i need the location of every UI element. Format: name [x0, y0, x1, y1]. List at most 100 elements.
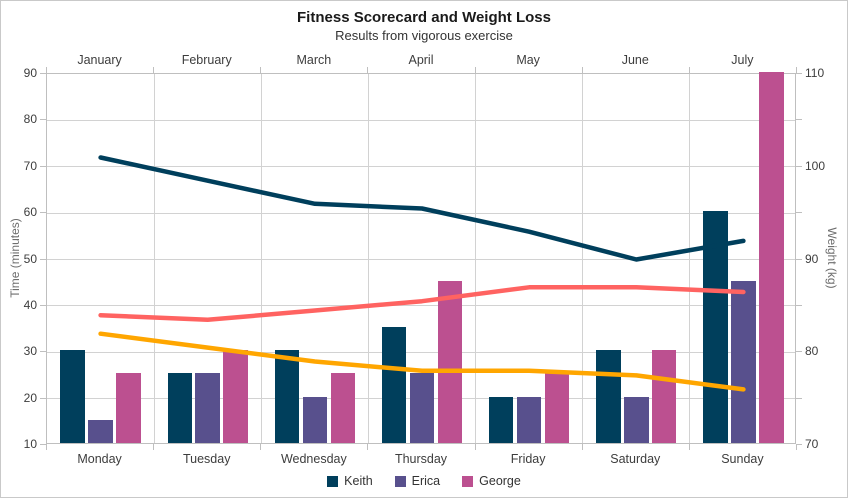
bar-erica-wednesday[interactable] [302, 396, 328, 443]
bar-erica-saturday[interactable] [624, 396, 649, 443]
top-axis-tick [796, 67, 797, 73]
bottom-axis-tick [46, 444, 47, 450]
gridline-vertical [689, 74, 691, 443]
right-axis-tick-label: 100 [805, 158, 826, 173]
bar-keith-tuesday[interactable] [167, 373, 193, 443]
bar-george-tuesday[interactable] [223, 350, 248, 443]
top-axis-tick [688, 67, 690, 73]
right-axis-tick [796, 351, 802, 353]
day-label-sunday: Sunday [721, 452, 764, 466]
bottom-axis-tick [581, 444, 583, 450]
bar-erica-monday[interactable] [88, 419, 113, 443]
legend-label: Keith [344, 474, 373, 488]
bar-keith-thursday[interactable] [381, 327, 407, 443]
left-axis-tick-label: 20 [23, 390, 37, 405]
left-axis-tick [40, 119, 46, 121]
left-axis-tick-label: 90 [23, 66, 37, 80]
bar-erica-tuesday[interactable] [195, 373, 220, 443]
legend-swatch-erica [394, 475, 406, 487]
chart-title: Fitness Scorecard and Weight Loss [297, 9, 551, 26]
top-axis-tick [153, 67, 155, 73]
month-label-june: June [621, 53, 649, 67]
gridline-horizontal [47, 212, 795, 214]
right-axis-tick [796, 397, 802, 399]
month-label-january: January [77, 53, 122, 67]
day-label-tuesday: Tuesday [182, 452, 231, 466]
gridline-horizontal [47, 305, 795, 307]
weight-line-red[interactable] [98, 285, 746, 323]
left-axis-tick [40, 444, 46, 445]
legend-swatch-george [462, 475, 474, 487]
bar-keith-saturday[interactable] [596, 350, 621, 443]
left-axis-tick [40, 351, 46, 353]
bottom-axis-tick [688, 444, 690, 450]
legend-swatch-keith [327, 475, 339, 487]
bar-keith-monday[interactable] [60, 350, 85, 443]
right-axis-tick [796, 444, 802, 445]
right-axis-tick [796, 258, 802, 260]
legend-item-erica[interactable]: Erica [394, 474, 440, 488]
left-axis-tick-label: 40 [23, 297, 37, 312]
right-axis-tick [796, 119, 802, 121]
gridline-vertical [260, 74, 262, 443]
gridline-horizontal [47, 119, 795, 121]
gridline-horizontal [47, 351, 795, 353]
gridline-vertical [582, 74, 584, 443]
top-axis-tick [260, 67, 262, 73]
bar-keith-wednesday[interactable] [274, 350, 300, 443]
bar-george-saturday[interactable] [651, 350, 677, 443]
chart-subtitle: Results from vigorous exercise [335, 28, 513, 43]
right-axis-tick [796, 212, 802, 214]
bar-erica-sunday[interactable] [731, 280, 756, 443]
month-label-april: April [408, 53, 434, 67]
day-label-thursday: Thursday [394, 452, 448, 466]
left-axis-tick-label: 80 [23, 112, 37, 127]
day-label-saturday: Saturday [610, 452, 661, 466]
top-axis-tick [46, 67, 47, 73]
gridline-vertical [475, 74, 477, 443]
right-axis-tick-label: 70 [805, 437, 819, 451]
left-axis-tick [40, 258, 46, 260]
right-axis-tick-label: 110 [805, 66, 825, 80]
bottom-axis-tick [474, 444, 476, 450]
bar-keith-friday[interactable] [488, 396, 514, 443]
left-axis-tick-label: 70 [23, 158, 37, 173]
bar-erica-thursday[interactable] [409, 373, 435, 443]
month-label-july: July [731, 53, 754, 67]
bar-george-sunday[interactable] [759, 72, 784, 443]
gridline-vertical [367, 74, 369, 443]
left-axis-tick [40, 73, 46, 74]
legend: Keith Erica George [1, 470, 847, 492]
left-axis-tick [40, 304, 46, 306]
right-axis-tick [796, 304, 802, 306]
legend-item-george[interactable]: George [462, 474, 521, 488]
month-label-february: February [181, 53, 232, 67]
left-axis-tick-label: 10 [23, 437, 37, 451]
gridline-horizontal [47, 259, 795, 260]
left-axis-tick-label: 50 [23, 251, 37, 266]
bottom-axis-tick [260, 444, 262, 450]
legend-item-keith[interactable]: Keith [327, 474, 373, 488]
left-axis-tick-label: 30 [23, 344, 37, 359]
day-label-wednesday: Wednesday [280, 452, 347, 466]
right-axis-tick-label: 90 [805, 251, 819, 266]
right-axis-tick-label: 80 [805, 344, 819, 359]
top-axis-tick [367, 67, 369, 73]
right-axis-tick [796, 165, 802, 167]
month-label-may: May [516, 53, 540, 67]
right-axis-tick [796, 73, 802, 74]
left-axis-tick [40, 165, 46, 167]
bar-george-thursday[interactable] [437, 280, 463, 443]
day-label-monday: Monday [77, 452, 122, 466]
bar-george-wednesday[interactable] [330, 373, 355, 443]
left-axis-tick [40, 212, 46, 214]
day-label-friday: Friday [510, 452, 546, 466]
bar-george-friday[interactable] [544, 373, 570, 443]
weight-line-navy[interactable] [98, 155, 746, 262]
plot-area [46, 72, 796, 444]
bar-keith-sunday[interactable] [703, 211, 728, 443]
bar-george-monday[interactable] [116, 373, 141, 443]
bar-erica-friday[interactable] [516, 396, 542, 443]
month-label-march: March [296, 53, 332, 67]
